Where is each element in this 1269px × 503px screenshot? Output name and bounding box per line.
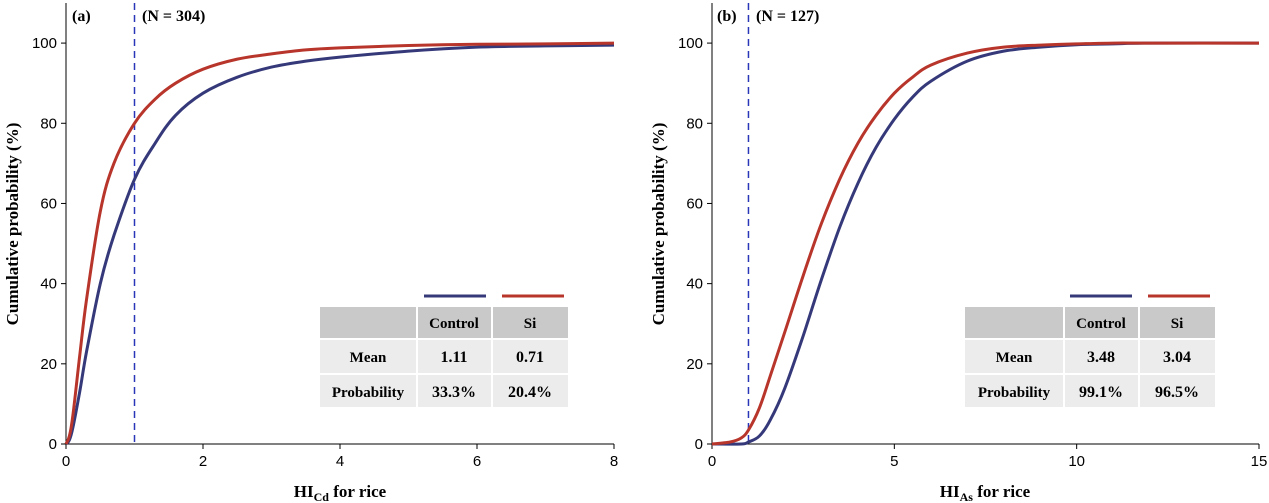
sample-size-annotation: (N = 127) [756, 8, 819, 25]
table-mean-si: 3.04 [1163, 349, 1191, 366]
table-header-si: Si [1171, 316, 1184, 332]
table-mean-control: 1.11 [440, 349, 467, 366]
table-cell [320, 340, 416, 373]
y-axis-ticks: 0 20 40 60 80 100 [678, 35, 712, 453]
table-header-cell [493, 307, 568, 338]
y-tick-label: 100 [32, 35, 57, 52]
panel-label: (a) [72, 8, 91, 25]
table-cell [320, 375, 416, 407]
table-cell [1140, 375, 1215, 407]
table-cell [965, 375, 1063, 407]
y-tick-label: 0 [695, 436, 703, 453]
x-tick-label: 5 [890, 453, 898, 470]
table-cell [1140, 340, 1215, 373]
y-tick-label: 80 [40, 115, 57, 132]
table-header-cell [320, 307, 416, 338]
panel-a: 0 20 40 60 80 100 0 2 4 6 8 (a) (N = 304) Cumulat… [3, 3, 618, 503]
series-group [64, 41, 615, 446]
table-row-label-probability: Probability [978, 385, 1051, 401]
x-tick-label: 4 [336, 453, 344, 470]
table-header-cell [965, 307, 1063, 338]
y-tick-label: 60 [686, 195, 703, 212]
table-probability-si: 20.4% [508, 384, 552, 401]
panel-b: 0 20 40 60 80 100 0 5 10 15 (b) (N = 127) Cumula… [649, 3, 1267, 503]
table-header-cell [418, 307, 491, 338]
y-tick-label: 40 [686, 276, 703, 293]
table-mean-si: 0.71 [516, 349, 544, 366]
table-cell [965, 340, 1063, 373]
table-probability-control: 99.1% [1079, 384, 1123, 401]
table-row-label-mean: Mean [350, 350, 387, 366]
table-row-label-probability: Probability [332, 385, 405, 401]
series-line-si [711, 41, 1259, 446]
y-tick-label: 20 [40, 356, 57, 373]
table-header-control: Control [1076, 316, 1126, 332]
table-probability-control: 33.3% [432, 384, 476, 401]
x-tick-label: 15 [1251, 453, 1268, 470]
series-line-control [64, 43, 615, 446]
x-axis-title-subscript: As [960, 490, 974, 503]
y-tick-label: 80 [686, 115, 703, 132]
y-tick-label: 100 [678, 35, 703, 52]
x-axis-title-rest: for rice [973, 482, 1031, 501]
x-tick-label: 2 [199, 453, 207, 470]
stats-table: Control Si Mean 1.11 0.71 Probability 33… [320, 307, 568, 407]
x-axis-title: HIAs for rice [940, 482, 1031, 503]
y-axis-ticks: 0 20 40 60 80 100 [32, 35, 66, 453]
table-cell [493, 340, 568, 373]
table-cell [418, 375, 491, 407]
panel-label: (b) [717, 8, 737, 25]
y-tick-label: 40 [40, 276, 57, 293]
x-tick-label: 0 [62, 453, 70, 470]
table-header-si: Si [524, 316, 537, 332]
x-tick-label: 0 [708, 453, 716, 470]
table-cell [1065, 375, 1138, 407]
x-axis-title-main: HI [294, 482, 314, 501]
y-tick-label: 60 [40, 195, 57, 212]
x-axis-ticks: 0 2 4 6 8 [62, 444, 618, 470]
table-cell [493, 375, 568, 407]
stats-table: Control Si Mean 3.48 3.04 Probability 99… [965, 307, 1215, 407]
x-axis-title-main: HI [940, 482, 960, 501]
table-mean-control: 3.48 [1087, 349, 1115, 366]
sample-size-annotation: (N = 304) [142, 8, 205, 25]
x-tick-label: 6 [473, 453, 481, 470]
table-cell [418, 340, 491, 373]
series-group [711, 41, 1260, 446]
table-header-control: Control [429, 316, 479, 332]
x-tick-label: 10 [1068, 453, 1085, 470]
x-axis-title-subscript: Cd [314, 490, 330, 503]
y-tick-label: 20 [686, 356, 703, 373]
x-axis-title: HICd for rice [294, 482, 387, 503]
table-row-label-mean: Mean [996, 350, 1033, 366]
y-axis-title: Cumulative probability (%) [3, 123, 22, 326]
x-axis-ticks: 0 5 10 15 [708, 444, 1268, 470]
series-line-si [64, 41, 615, 445]
y-axis-title: Cumulative probability (%) [649, 123, 668, 326]
y-tick-label: 0 [49, 436, 57, 453]
table-header-cell [1065, 307, 1138, 338]
table-header-cell [1140, 307, 1215, 338]
table-cell [1065, 340, 1138, 373]
x-tick-label: 8 [610, 453, 618, 470]
table-probability-si: 96.5% [1155, 384, 1199, 401]
x-axis-title-rest: for rice [329, 482, 387, 501]
